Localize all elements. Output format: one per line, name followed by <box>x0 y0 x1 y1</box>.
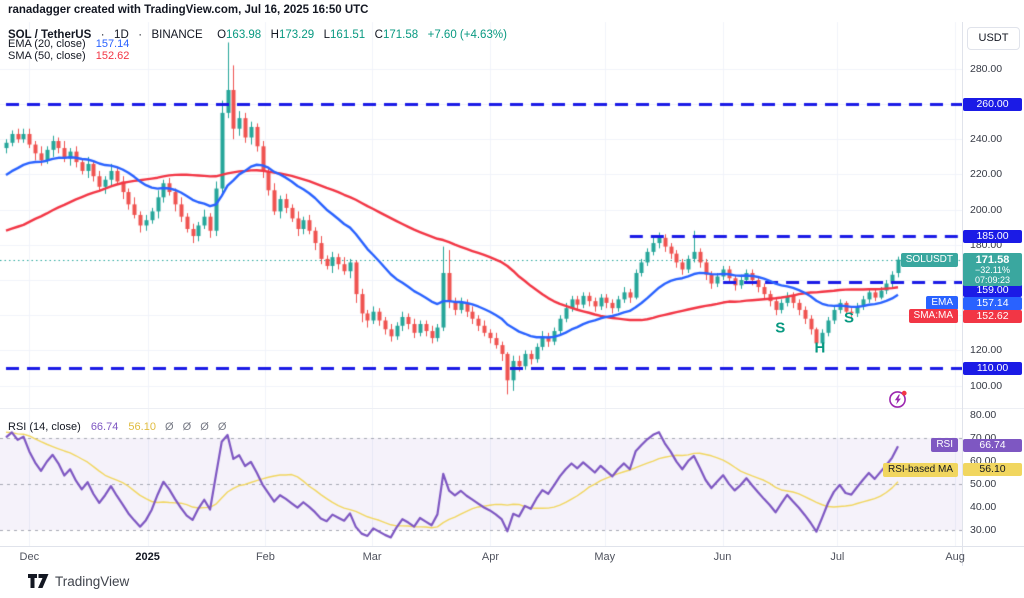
rsi-hidden-value: Ø <box>217 421 227 433</box>
legend-separator: · <box>138 29 143 41</box>
timeframe-label: 1D <box>114 29 129 41</box>
title-bar: ranadagger created with TradingView.com,… <box>0 0 1024 22</box>
price-level-label: 159.00 <box>963 283 1022 297</box>
price-axis-label: 100.00 <box>970 379 1003 392</box>
change-value: +7.60 (+4.63%) <box>427 29 507 41</box>
rsi-axis-label: 30.00 <box>970 524 997 536</box>
rsi-hidden-value: Ø <box>182 421 192 433</box>
open-value: 163.98 <box>226 29 262 41</box>
time-axis-label[interactable]: Feb <box>255 551 275 563</box>
currency-toggle-button[interactable]: USDT <box>967 27 1020 50</box>
price-axis-border <box>962 22 963 566</box>
price-axis-label: 220.00 <box>970 168 1003 181</box>
price-axis-label: 120.00 <box>970 344 1003 357</box>
rsi-ma-value: 56.10 <box>128 421 156 433</box>
low-label: L <box>323 29 331 41</box>
rsi-hidden-value: Ø <box>165 421 174 433</box>
rsi-axis-label: 40.00 <box>970 501 997 513</box>
flash-alert-icon[interactable] <box>888 389 908 409</box>
attribution-text: ranadagger created with TradingView.com,… <box>8 4 369 16</box>
sma-legend-row[interactable]: SMA (50, close) 152.62 <box>8 50 129 62</box>
high-label: H <box>270 29 279 41</box>
rsi-ma-value-box: 56.10 <box>963 463 1022 477</box>
time-axis-label[interactable]: Jul <box>830 551 845 563</box>
exchange-label: BINANCE <box>151 29 203 41</box>
pane-divider[interactable] <box>0 408 1024 409</box>
price-level-label: 185.00 <box>963 229 1022 243</box>
price-level-label: 110.00 <box>963 361 1022 375</box>
price-chart-canvas[interactable] <box>0 0 962 546</box>
price-level-label: 260.00 <box>963 97 1022 111</box>
close-label: C <box>374 29 383 41</box>
rsi-axis-label: 50.00 <box>970 478 997 490</box>
rsi-axis-label: 60.00 <box>970 455 997 467</box>
low-value: 161.51 <box>330 29 366 41</box>
time-axis-label[interactable]: 2025 <box>135 551 160 563</box>
time-axis-label[interactable]: Jun <box>713 551 732 563</box>
tradingview-logo <box>28 573 49 588</box>
close-value: 171.58 <box>382 29 419 41</box>
time-axis-label[interactable]: May <box>594 551 616 563</box>
symbol-price-box: 171.58 −32.11% 07:09:23 <box>963 253 1022 286</box>
symbol-legend-row[interactable]: SOL / TetherUS · 1D · BINANCE O163.98 H1… <box>8 25 507 43</box>
ema-label: EMA (20, close) <box>8 38 86 50</box>
time-axis-border <box>0 546 1024 547</box>
rsi-axis-label: 80.00 <box>970 409 997 421</box>
rsi-legend-row[interactable]: RSI (14, close) 66.74 56.10 Ø Ø Ø Ø <box>8 421 226 433</box>
time-axis-label[interactable]: Apr <box>481 551 500 563</box>
sma-value: 152.62 <box>95 50 130 62</box>
sma-label: SMA (50, close) <box>8 50 86 62</box>
rsi-hidden-value: Ø <box>200 421 209 433</box>
footer-brand[interactable]: TradingView <box>28 571 129 591</box>
ema-value: 157.14 <box>95 38 130 50</box>
open-label: O <box>217 29 227 41</box>
ema-legend-row[interactable]: EMA (20, close) 157.14 <box>8 38 129 50</box>
rsi-value: 66.74 <box>90 421 119 433</box>
price-axis-label: 180.00 <box>970 238 1003 251</box>
rsi-label: RSI (14, close) <box>8 421 81 433</box>
price-axis-label: 280.00 <box>970 62 1003 75</box>
ema-value-box: 157.14 <box>963 296 1022 310</box>
price-axis-label: 200.00 <box>970 203 1003 216</box>
high-value: 173.29 <box>278 29 315 41</box>
rsi-axis-label: 70.00 <box>970 432 997 444</box>
sma-value-box: 152.62 <box>963 309 1022 323</box>
time-axis-label[interactable]: Mar <box>362 551 382 563</box>
legend-separator: · <box>100 29 105 41</box>
symbol-name: SOL / TetherUS <box>8 29 92 41</box>
brand-text: TradingView <box>55 573 130 589</box>
price-axis-label: 240.00 <box>970 133 1003 146</box>
time-axis-label[interactable]: Dec <box>19 551 40 563</box>
rsi-value-box: 66.74 <box>963 438 1022 452</box>
